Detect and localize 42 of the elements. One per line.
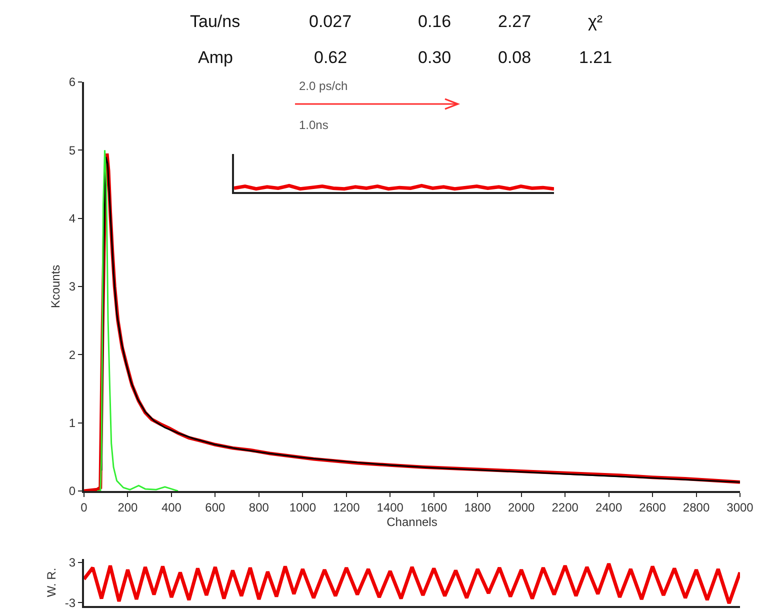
annotation: 1.0ns xyxy=(299,118,328,132)
text: 0.16 xyxy=(418,12,452,31)
text: 0.027 xyxy=(309,12,352,31)
x-axis-title: Channels xyxy=(386,514,438,529)
annotation: 2.0 ps/ch xyxy=(299,79,348,93)
y-tick-label: 5 xyxy=(68,143,76,158)
x-tick-label: 2000 xyxy=(508,500,535,514)
x-tick-label: 200 xyxy=(118,500,138,514)
y-axis-title: W. R. xyxy=(44,568,59,598)
text: 0.30 xyxy=(418,48,452,67)
text: 1.21 xyxy=(579,48,612,67)
text: 0.08 xyxy=(498,48,532,67)
x-tick-label: 3000 xyxy=(726,500,754,514)
y-tick-label: 6 xyxy=(68,75,76,90)
x-tick-label: 2800 xyxy=(682,500,710,514)
x-tick-label: 1200 xyxy=(333,500,360,514)
line-series xyxy=(84,562,740,606)
text: Amp xyxy=(198,48,233,67)
x-tick-label: 0 xyxy=(80,500,88,514)
y-axis-title: Kcounts xyxy=(48,264,63,308)
y-tick-label: 3 xyxy=(68,280,76,294)
y-tick-label: 4 xyxy=(68,212,76,226)
y-tick-label: 0 xyxy=(68,484,76,498)
y-tick-label: 3 xyxy=(68,556,76,570)
x-tick-label: 2200 xyxy=(552,500,579,514)
x-tick-label: 800 xyxy=(248,500,270,514)
text: χ² xyxy=(588,12,603,31)
x-tick-label: 2600 xyxy=(639,500,666,514)
x-tick-label: 1400 xyxy=(376,500,404,514)
text: 0.62 xyxy=(314,48,348,67)
x-tick-label: 1000 xyxy=(289,500,316,514)
y-tick-label: 1 xyxy=(68,416,76,430)
text: Tau/ns xyxy=(190,12,240,31)
x-tick-label: 400 xyxy=(161,500,182,514)
y-tick-label: -3 xyxy=(64,596,76,610)
line-series xyxy=(96,149,179,491)
x-tick-label: 600 xyxy=(205,500,226,514)
x-tick-label: 1600 xyxy=(420,500,448,514)
text: 2.27 xyxy=(498,12,532,31)
x-tick-label: 1800 xyxy=(464,500,492,514)
x-tick-label: 2400 xyxy=(595,500,622,514)
y-tick-label: 2 xyxy=(68,348,76,362)
